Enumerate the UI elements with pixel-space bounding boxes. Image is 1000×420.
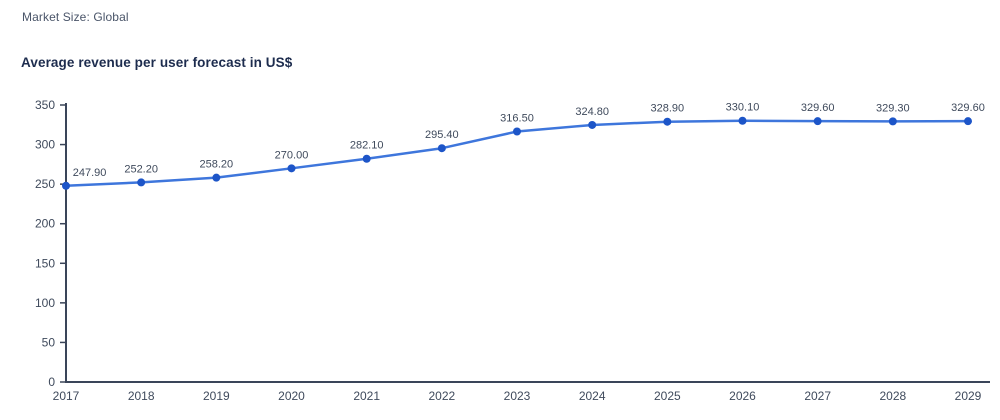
data-point-label: 282.10 — [350, 140, 384, 152]
data-point-label: 316.50 — [500, 113, 534, 125]
market-size-label: Market Size: Global — [22, 10, 129, 24]
y-axis-tick-label: 0 — [48, 375, 55, 389]
data-point-2021[interactable] — [362, 154, 371, 163]
data-point-label: 258.20 — [200, 159, 234, 171]
data-point-2017[interactable] — [62, 181, 70, 190]
data-point-label: 247.90 — [73, 167, 107, 179]
x-axis-year-label: 2024 — [579, 389, 606, 403]
data-point-label: 328.90 — [651, 103, 685, 115]
data-point-2027[interactable] — [813, 117, 822, 126]
x-axis-year-label: 2022 — [428, 389, 455, 403]
data-point-2020[interactable] — [287, 164, 296, 173]
y-axis-tick-label: 50 — [42, 335, 56, 349]
x-axis-year-label: 2020 — [278, 389, 305, 403]
data-point-2029[interactable] — [964, 117, 972, 126]
x-axis-year-label: 2025 — [654, 389, 681, 403]
x-axis-year-label: 2026 — [729, 389, 756, 403]
x-axis-year-label: 2018 — [128, 389, 155, 403]
chart-title: Average revenue per user forecast in US$ — [21, 55, 293, 70]
x-axis-year-label: 2028 — [879, 389, 906, 403]
y-axis-tick-label: 350 — [35, 98, 55, 112]
data-point-label: 330.10 — [726, 102, 760, 114]
data-point-label: 324.80 — [575, 106, 609, 118]
data-point-2028[interactable] — [888, 117, 897, 126]
data-point-2024[interactable] — [588, 120, 597, 129]
y-axis-tick-label: 150 — [35, 256, 55, 270]
data-point-2018[interactable] — [137, 178, 146, 187]
data-point-label: 329.30 — [876, 102, 910, 114]
x-axis-year-label: 2029 — [955, 389, 982, 403]
x-axis-year-label: 2023 — [504, 389, 531, 403]
data-point-label: 329.60 — [801, 102, 835, 114]
x-axis-year-label: 2021 — [353, 389, 380, 403]
data-point-2023[interactable] — [513, 127, 521, 136]
data-point-2026[interactable] — [738, 116, 747, 125]
y-axis-tick-label: 300 — [35, 138, 55, 152]
x-axis-year-label: 2027 — [804, 389, 831, 403]
arpu-line-chart: 0 50 100 150 200 250 300 350 2017 2018 2019 2020 202… — [35, 98, 990, 403]
data-point-2019[interactable] — [212, 173, 221, 182]
data-point-label: 295.40 — [425, 129, 459, 141]
x-axis-year-label: 2019 — [203, 389, 230, 403]
x-axis-year-label: 2017 — [53, 389, 80, 403]
data-point-label: 270.00 — [275, 149, 309, 161]
data-point-2025[interactable] — [663, 117, 672, 126]
data-point-2022[interactable] — [437, 144, 446, 153]
data-point-label: 329.60 — [951, 102, 985, 114]
y-axis-tick-label: 200 — [35, 217, 55, 231]
y-axis-tick-label: 100 — [35, 296, 55, 310]
data-point-label: 252.20 — [124, 163, 158, 175]
y-axis-tick-label: 250 — [35, 177, 55, 191]
